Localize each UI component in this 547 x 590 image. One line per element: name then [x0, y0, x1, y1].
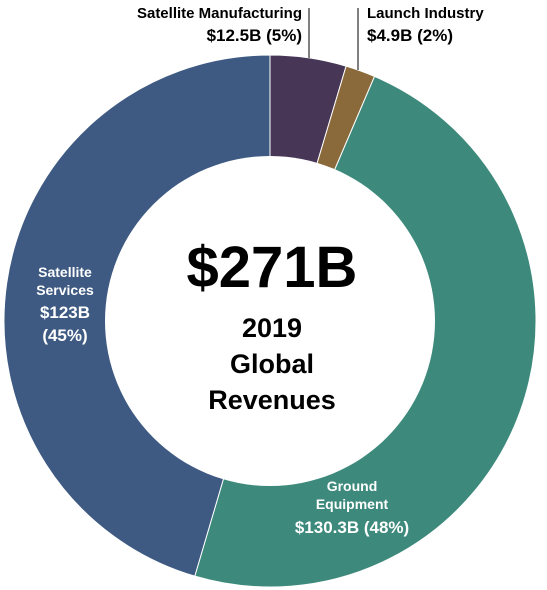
label-satellite-manufacturing-value: $12.5B (5%) [207, 26, 302, 45]
label-launch-industry-value: $4.9B (2%) [367, 26, 453, 45]
label-satellite-manufacturing-name: Satellite Manufacturing [137, 5, 302, 22]
center-caption-revenues: Revenues [208, 385, 336, 415]
label-satellite-services-value: $123B [40, 303, 90, 322]
label-ground-equipment-value: $130.3B (48%) [295, 518, 409, 537]
label-ground-equipment-line1: Ground [327, 478, 378, 494]
center-caption-global: Global [230, 349, 314, 379]
label-satellite-services-line2: Services [36, 282, 94, 298]
center-total-value: $271B [187, 235, 358, 300]
label-launch-industry-name: Launch Industry [367, 5, 484, 22]
donut-hole [105, 156, 435, 486]
center-caption-year: 2019 [242, 313, 302, 343]
label-ground-equipment-line2: Equipment [316, 496, 389, 512]
label-satellite-services-percent: (45%) [42, 326, 87, 345]
label-satellite-services-line1: Satellite [38, 264, 92, 280]
